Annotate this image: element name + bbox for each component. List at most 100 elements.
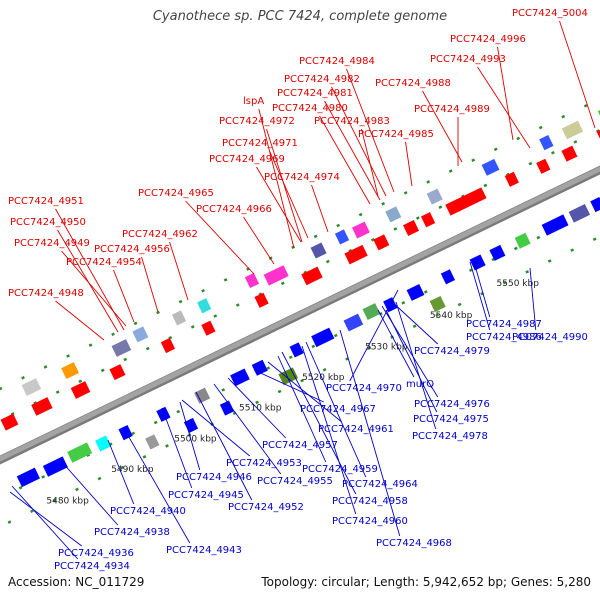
reverse-gene bbox=[343, 313, 364, 332]
label-leader-line bbox=[473, 261, 491, 318]
reverse-gene bbox=[289, 342, 304, 358]
reverse-gene bbox=[429, 295, 446, 312]
label-leader-line bbox=[55, 300, 105, 341]
label-leader-line bbox=[305, 341, 367, 478]
label-leader-line bbox=[301, 345, 357, 515]
label-leader-line bbox=[185, 200, 255, 275]
label-leader-line bbox=[213, 383, 282, 475]
label-leader-line bbox=[311, 184, 329, 233]
label-leader-line bbox=[339, 329, 401, 537]
reverse-gene bbox=[362, 303, 381, 321]
reverse-gene bbox=[469, 254, 486, 271]
map-title: Cyanothece sp. PCC 7424, complete genome bbox=[152, 9, 448, 24]
top-gene-label: PCC7424_4954 bbox=[66, 257, 142, 268]
reverse-gene bbox=[251, 359, 268, 376]
label-leader-line bbox=[277, 355, 327, 463]
label-leader-line bbox=[346, 68, 395, 193]
axis-tick-label: 5490 kbp bbox=[111, 465, 154, 475]
bottom-gene-label: PCC7424_4952 bbox=[228, 502, 304, 513]
label-leader-line bbox=[243, 216, 275, 265]
top-gene-label: PCC7424_4996 bbox=[450, 34, 526, 45]
top-gene-label: PCC7424_4972 bbox=[219, 116, 295, 127]
label-leader-line bbox=[125, 431, 191, 544]
reverse-gene bbox=[568, 203, 591, 223]
top-gene-label: PCC7424_4974 bbox=[264, 172, 340, 183]
top-gene-label: PCC7424_4988 bbox=[375, 78, 451, 89]
forward-gene bbox=[171, 310, 187, 326]
label-leader-line bbox=[141, 256, 159, 313]
top-gene-label: PCC7424_4949 bbox=[14, 238, 90, 249]
axis-tick-label: 5500 kbp bbox=[174, 435, 217, 445]
top-gene-label: lspA bbox=[243, 96, 264, 107]
label-leader-line bbox=[405, 141, 413, 187]
label-leader-line bbox=[179, 401, 201, 471]
label-leader-line bbox=[422, 90, 463, 163]
forward-gene bbox=[21, 378, 42, 396]
axis-tick-label: 5530 kbp bbox=[365, 342, 408, 352]
bottom-gene-label: murQ bbox=[406, 379, 434, 390]
reverse-gene bbox=[489, 244, 506, 261]
top-gene-label: PCC7424_4982 bbox=[284, 74, 360, 85]
bottom-gene-label: PCC7424_4934 bbox=[54, 561, 130, 572]
reverse-gene bbox=[16, 467, 40, 488]
bottom-gene-label: PCC7424_4978 bbox=[412, 431, 488, 442]
label-leader-line bbox=[349, 289, 399, 382]
label-leader-line bbox=[169, 241, 189, 301]
forward-gene bbox=[351, 221, 370, 239]
forward-gene bbox=[111, 339, 132, 357]
label-leader-line bbox=[227, 377, 287, 439]
top-gene-label: PCC7424_4965 bbox=[138, 188, 214, 199]
reverse-gene bbox=[406, 284, 425, 301]
label-leader-line bbox=[61, 461, 119, 526]
bottom-gene-label: PCC7424_4975 bbox=[413, 414, 489, 425]
reverse-gene bbox=[278, 367, 299, 386]
forward-gene bbox=[31, 397, 53, 416]
label-leader-line bbox=[161, 407, 193, 489]
label-leader-line bbox=[469, 261, 491, 331]
bottom-gene-label: PCC7424_4958 bbox=[332, 496, 408, 507]
label-leader-line bbox=[9, 491, 83, 547]
forward-gene bbox=[301, 266, 323, 286]
bottom-gene-label: PCC7424_4987 bbox=[466, 319, 542, 330]
reverse-gene bbox=[42, 456, 68, 477]
forward-gene bbox=[197, 298, 212, 314]
bottom-gene-label: PCC7424_4968 bbox=[376, 538, 452, 549]
label-leader-line bbox=[319, 115, 371, 205]
forward-gene bbox=[70, 381, 91, 399]
forward-gene bbox=[109, 364, 126, 381]
top-gene-label: PCC7424_4956 bbox=[94, 244, 170, 255]
label-leader-line bbox=[361, 128, 379, 197]
bottom-gene-label: PCC7424_4943 bbox=[166, 545, 242, 556]
bottom-gene-label: PCC7424_4961 bbox=[318, 424, 394, 435]
reverse-gene bbox=[219, 400, 235, 416]
bottom-gene-label: PCC7424_4967 bbox=[300, 404, 376, 415]
forward-gene bbox=[504, 171, 519, 187]
reverse-gene bbox=[440, 269, 456, 285]
forward-gene bbox=[0, 413, 19, 431]
label-leader-line bbox=[559, 20, 596, 129]
reverse-gene bbox=[590, 197, 600, 213]
bottom-gene-label: PCC7424_4959 bbox=[302, 464, 378, 475]
axis-tick-label: 5520 kbp bbox=[302, 373, 345, 383]
genome-backbone bbox=[0, 166, 600, 462]
forward-gene bbox=[420, 212, 436, 228]
forward-gene bbox=[344, 244, 368, 265]
label-leader-line bbox=[11, 485, 79, 560]
reverse-gene bbox=[67, 442, 93, 463]
label-leader-line bbox=[331, 86, 387, 197]
forward-gene bbox=[481, 158, 500, 176]
forward-gene bbox=[539, 135, 554, 151]
bottom-gene-label: PCC7424_4938 bbox=[94, 527, 170, 538]
label-leader-line bbox=[253, 369, 324, 403]
accession-text: Accession: NC_011729 bbox=[8, 575, 145, 589]
label-leader-line bbox=[477, 66, 531, 149]
forward-gene bbox=[244, 272, 260, 289]
bottom-gene-label: PCC7424_4953 bbox=[226, 458, 302, 469]
bottom-gene-label: PCC7424_4945 bbox=[168, 490, 244, 501]
forward-gene bbox=[160, 337, 176, 354]
top-gene-label: PCC7424_4971 bbox=[222, 138, 298, 149]
forward-gene bbox=[561, 120, 584, 140]
label-leader-line bbox=[395, 301, 437, 430]
